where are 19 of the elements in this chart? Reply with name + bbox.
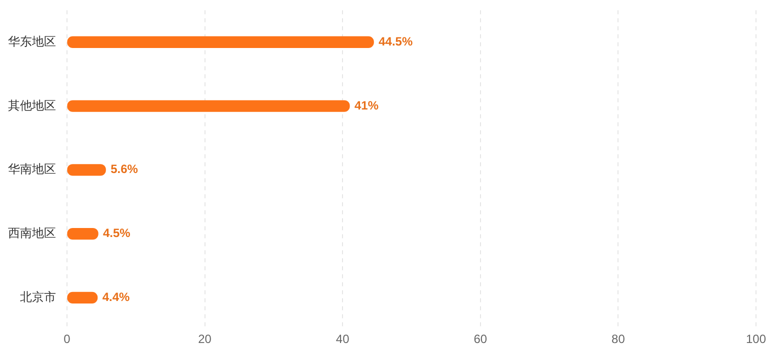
y-tick-label: 华南地区 bbox=[8, 162, 56, 176]
bar bbox=[67, 100, 350, 112]
data-label: 4.4% bbox=[102, 290, 130, 304]
x-tick-label: 40 bbox=[336, 332, 350, 346]
data-label: 44.5% bbox=[378, 34, 413, 48]
x-tick-label: 0 bbox=[64, 332, 71, 346]
y-tick-label: 华东地区 bbox=[8, 34, 56, 48]
y-tick-label: 北京市 bbox=[20, 290, 56, 304]
bar bbox=[67, 36, 374, 48]
data-label: 41% bbox=[354, 98, 379, 112]
x-tick-label: 80 bbox=[612, 332, 626, 346]
x-tick-label: 20 bbox=[198, 332, 212, 346]
y-tick-label: 西南地区 bbox=[8, 226, 56, 240]
x-tick-label: 60 bbox=[474, 332, 488, 346]
data-label: 5.6% bbox=[110, 162, 138, 176]
data-label: 4.5% bbox=[103, 226, 131, 240]
y-tick-label: 其他地区 bbox=[8, 98, 56, 112]
x-tick-label: 100 bbox=[746, 332, 766, 346]
bar bbox=[67, 164, 106, 176]
